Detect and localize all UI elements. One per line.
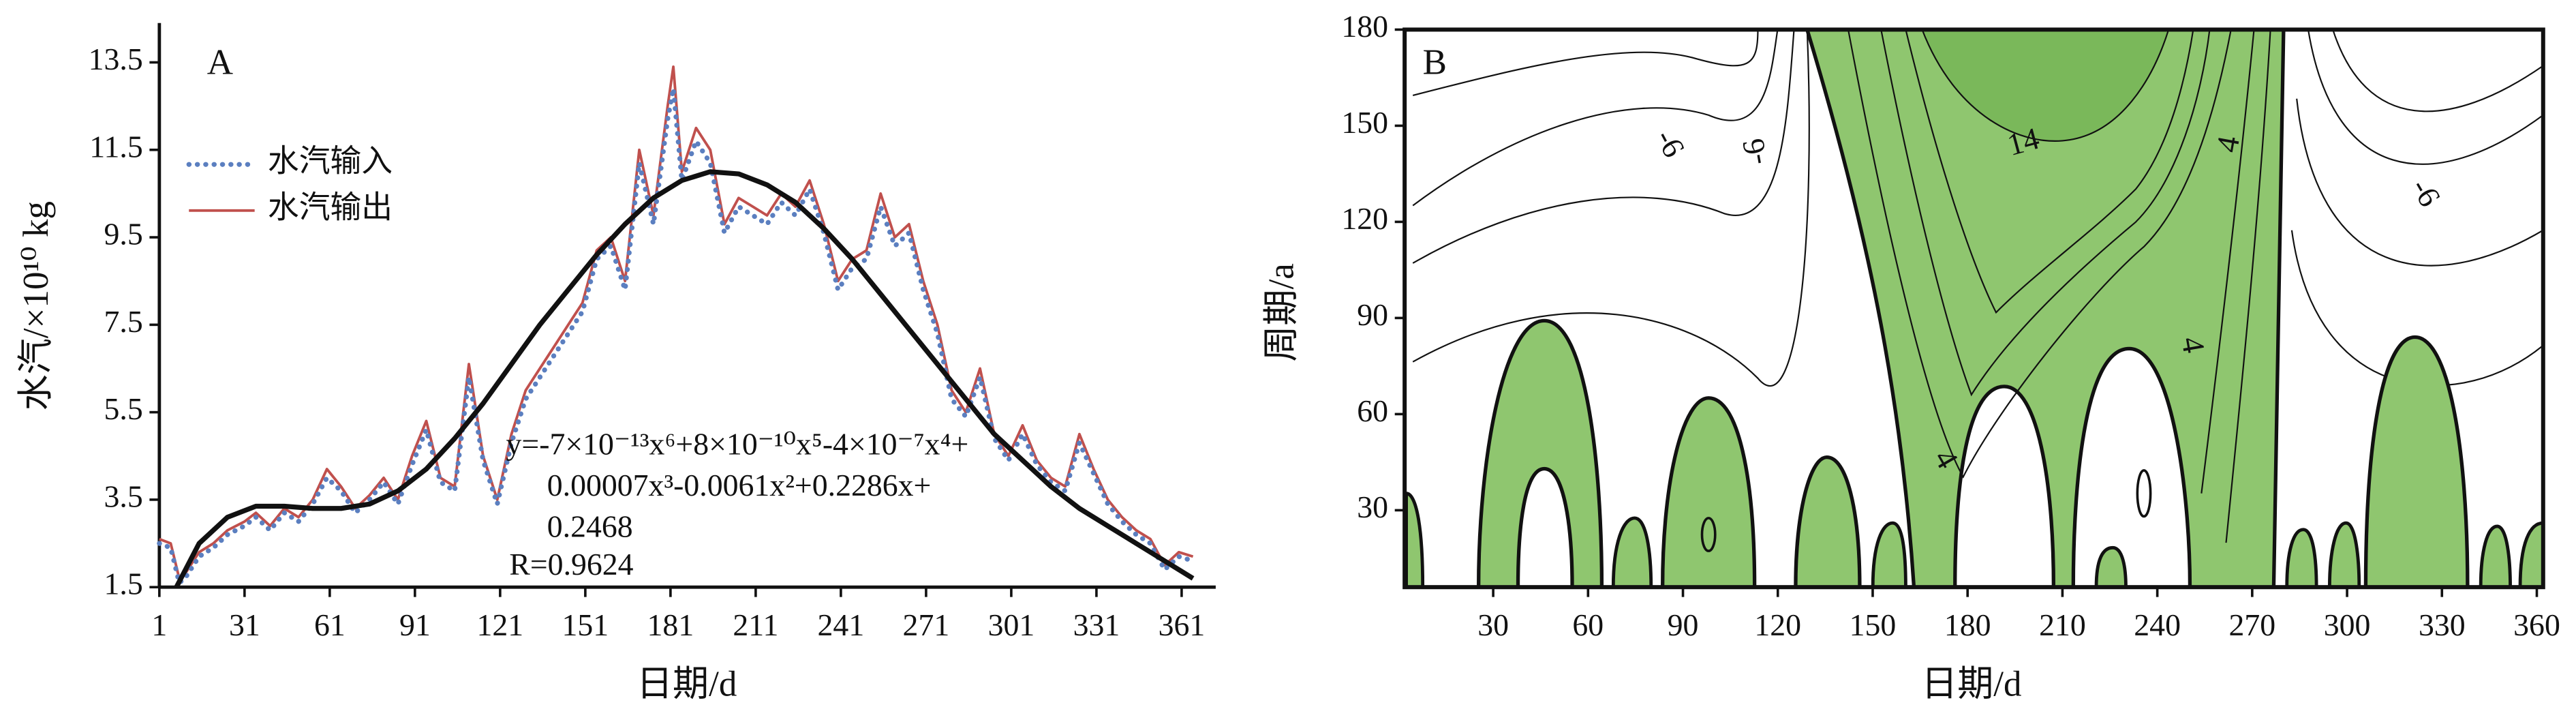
x-tick-label: 241 [818, 607, 865, 642]
contour-label: -6 [2405, 172, 2448, 213]
series-line [157, 86, 1196, 586]
x-tick-label: 330 [2419, 607, 2466, 642]
contour-fill [2363, 335, 2470, 588]
x-tick-label: 151 [562, 607, 609, 642]
series-line [174, 169, 1195, 588]
x-tick-label: 1 [151, 607, 167, 642]
y-tick-label: 180 [1341, 9, 1388, 44]
x-tick-label: 91 [399, 607, 431, 642]
x-tick-label: 271 [903, 607, 950, 642]
contour-line [1880, 29, 2211, 397]
chart-b: B 日期/d 周期/a 30 60 90 120 150 180 210 240 270 300 3… [1261, 9, 2560, 704]
panel-title: A [207, 43, 233, 82]
chart-a: A 日期/d 水汽/×10¹⁰ kg 1 31 61 91 121 151 181 211 24… [16, 22, 1216, 704]
contour-line [1905, 29, 2194, 314]
contour-line [2296, 98, 2543, 267]
x-tick-label: 300 [2324, 607, 2371, 642]
contour-line [1412, 29, 1759, 96]
x-tick-label: 210 [2039, 607, 2086, 642]
x-tick-label: 360 [2513, 607, 2560, 642]
y-tick-label: 13.5 [89, 42, 143, 76]
x-tick-label: 60 [1572, 607, 1604, 642]
y-tick-label: 1.5 [104, 567, 143, 601]
annotation: y=-7×10⁻¹³x⁶+8×10⁻¹⁰x⁵-4×10⁻⁷x⁴+ [506, 427, 969, 462]
contour-line [2201, 29, 2255, 494]
contour-line [1412, 29, 1795, 264]
y-axis-label: 水汽/×10¹⁰ kg [16, 201, 56, 410]
x-tick-label: 240 [2134, 607, 2181, 642]
contour-line [1412, 29, 1810, 387]
y-tick-label: 7.5 [104, 304, 143, 339]
x-tick-label: 211 [733, 607, 778, 642]
x-tick-label: 121 [477, 607, 524, 642]
contour-field [1405, 29, 2543, 588]
x-axis-label: 日期/d [637, 665, 737, 704]
contour-line [2332, 29, 2543, 112]
contour-loop [2136, 469, 2152, 518]
y-tick-label: 120 [1341, 201, 1388, 236]
x-tick-label: 61 [314, 607, 346, 642]
contour-line [1847, 29, 2232, 479]
x-tick-label: 361 [1159, 607, 1206, 642]
contour-loop [1700, 517, 1717, 552]
x-tick-label: 120 [1754, 607, 1801, 642]
contour-fill-dark [1921, 29, 2170, 142]
series-line [159, 65, 1194, 580]
x-tick-label: 150 [1850, 607, 1897, 642]
x-tick-label: 30 [1477, 607, 1509, 642]
y-tick-label: 5.5 [104, 391, 143, 426]
legend-label: 水汽输出 [268, 190, 393, 224]
contour-fill [1794, 455, 1862, 588]
contour-line [2307, 29, 2543, 165]
x-tick-label: 31 [229, 607, 260, 642]
legend-label: 水汽输入 [268, 144, 393, 179]
contour-fill [1805, 29, 2286, 588]
y-tick-label: 30 [1357, 490, 1388, 524]
x-tick-label: 331 [1073, 607, 1120, 642]
contour-label: -6 [1649, 123, 1692, 163]
y-tick-label: 60 [1357, 393, 1388, 428]
annotation: R=0.9624 [509, 547, 633, 582]
y-tick-label: 150 [1341, 105, 1388, 140]
x-tick-label: 90 [1668, 607, 1699, 642]
y-tick-label: 11.5 [89, 129, 142, 164]
contour-fill [1405, 492, 2543, 588]
x-tick-label: 270 [2229, 607, 2276, 642]
annotation: 0.2468 [547, 509, 633, 543]
contour-line [2225, 29, 2271, 543]
y-tick-label: 90 [1357, 297, 1388, 332]
y-tick-label: 3.5 [104, 479, 143, 513]
x-tick-label: 181 [647, 607, 694, 642]
x-tick-label: 301 [988, 607, 1035, 642]
panel-title: B [1423, 43, 1447, 82]
y-axis-label: 周期/a [1261, 263, 1301, 361]
contour-fill [1660, 396, 1757, 588]
plot-frame [1402, 27, 2545, 590]
contour-label: -6 [1735, 136, 1774, 168]
y-tick-label: 9.5 [104, 217, 143, 252]
x-tick-label: 180 [1944, 607, 1991, 642]
contour-fill [1476, 318, 1604, 588]
annotation: 0.00007x³-0.0061x²+0.2286x+ [547, 468, 932, 502]
x-axis-label: 日期/d [1921, 665, 2021, 704]
contour-line [1412, 29, 1779, 207]
